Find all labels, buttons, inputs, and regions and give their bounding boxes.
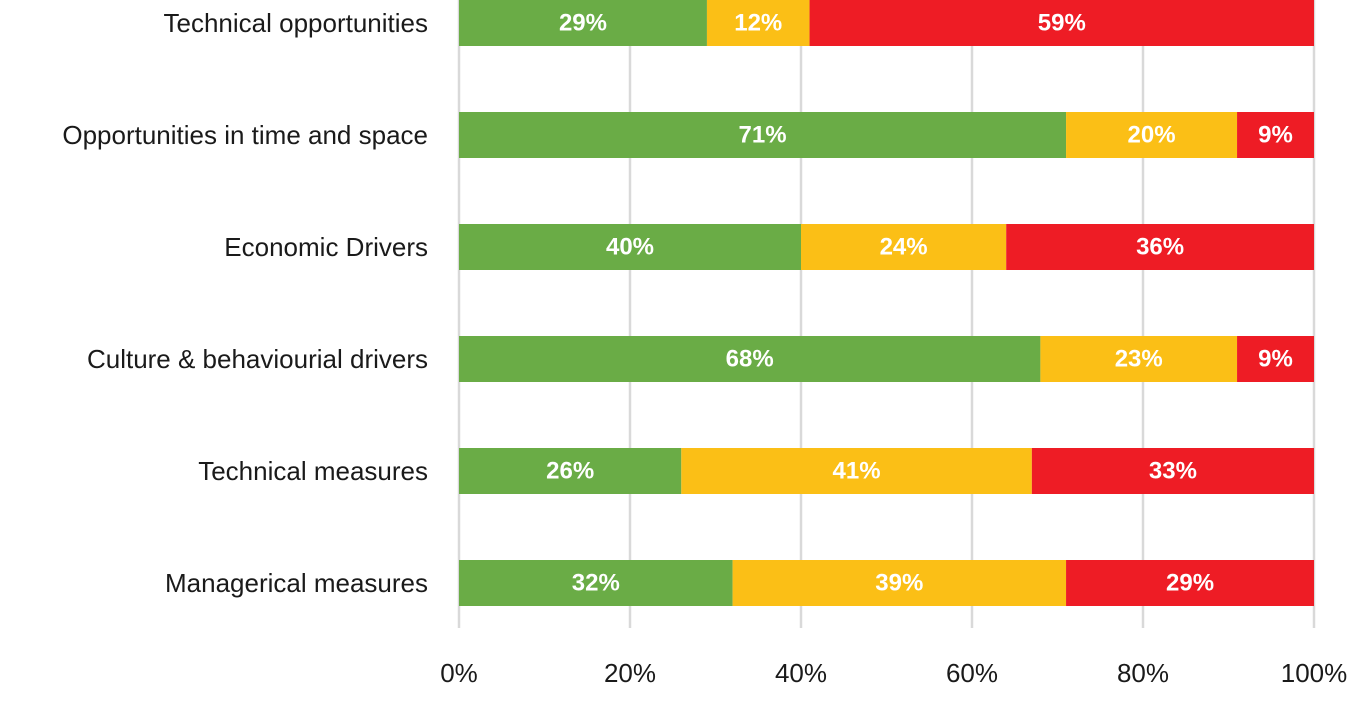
bar-segment <box>1066 560 1314 606</box>
bar-segment <box>1237 112 1314 158</box>
x-tick-label: 20% <box>604 658 656 688</box>
data-label: 41% <box>833 458 881 485</box>
category-labels: Technical opportunities Opportunities in … <box>62 8 428 598</box>
x-tick-label: 100% <box>1281 658 1348 688</box>
category-label: Managerical measures <box>165 568 428 598</box>
x-tick-label: 0% <box>440 658 478 688</box>
data-label: 71% <box>739 122 787 149</box>
category-label: Technical measures <box>198 456 428 486</box>
data-label: 40% <box>606 234 654 261</box>
x-axis-tick-labels: 0% 20% 40% 60% 80% 100% <box>440 658 1347 688</box>
data-label: 33% <box>1149 458 1197 485</box>
data-label: 29% <box>559 10 607 37</box>
bar-segment <box>1006 224 1314 270</box>
bar-segment <box>1066 112 1238 158</box>
category-label: Culture & behaviourial drivers <box>87 344 428 374</box>
bar-segment <box>1040 336 1238 382</box>
x-tick-label: 60% <box>946 658 998 688</box>
bar-segment <box>459 560 733 606</box>
bar-segment <box>459 336 1041 382</box>
data-label: 59% <box>1038 10 1086 37</box>
bar-segment <box>809 0 1314 46</box>
x-tick-label: 40% <box>775 658 827 688</box>
bar-segment <box>459 224 801 270</box>
bar-segment <box>706 0 810 46</box>
bar-segment <box>459 0 707 46</box>
bar-segment <box>459 448 682 494</box>
x-tick-label: 80% <box>1117 658 1169 688</box>
bar-segment <box>1237 336 1314 382</box>
data-label: 24% <box>880 234 928 261</box>
bar-segment <box>681 448 1032 494</box>
data-label: 20% <box>1128 122 1176 149</box>
bar-segment <box>1031 448 1314 494</box>
data-label: 29% <box>1166 570 1214 597</box>
data-label: 9% <box>1258 122 1293 149</box>
data-label: 36% <box>1136 234 1184 261</box>
bar-segment <box>459 112 1067 158</box>
bar-segments: 29% 12% 59% 71% 20% 9% 40% 24% 36% 68% 23% 9% 26% 41%… <box>459 0 1314 606</box>
data-label: 26% <box>546 458 594 485</box>
data-label: 12% <box>734 10 782 37</box>
category-label: Economic Drivers <box>224 232 428 262</box>
gridlines <box>457 0 1316 628</box>
data-label: 9% <box>1258 346 1293 373</box>
data-label: 32% <box>572 570 620 597</box>
bar-segment <box>732 560 1067 606</box>
data-label: 68% <box>726 346 774 373</box>
bar-segment <box>801 224 1007 270</box>
category-label: Opportunities in time and space <box>62 120 428 150</box>
data-label: 39% <box>875 570 923 597</box>
data-label: 23% <box>1115 346 1163 373</box>
category-label: Technical opportunities <box>164 8 429 38</box>
